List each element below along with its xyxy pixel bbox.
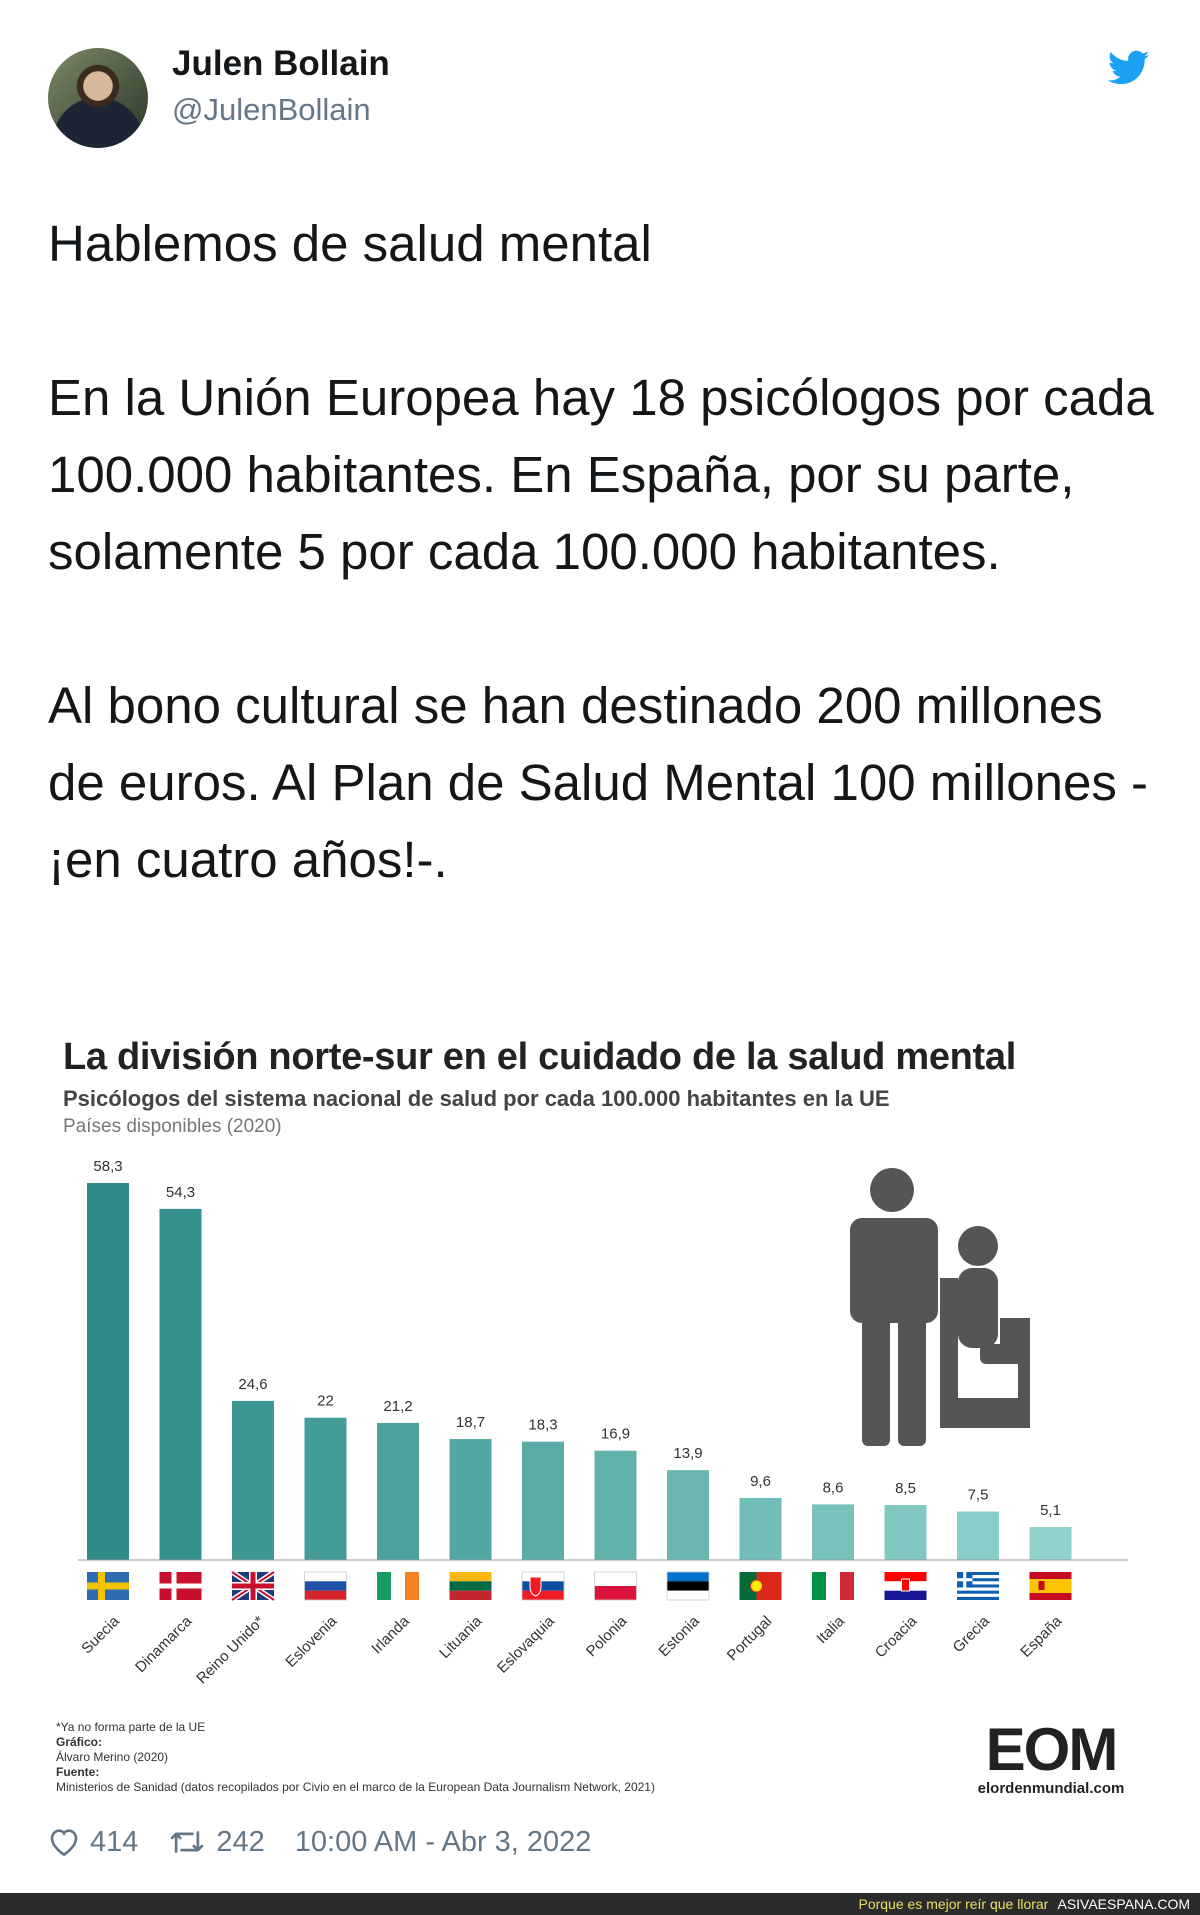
denmark-flag-icon — [159, 1572, 202, 1600]
bar-value-label: 54,3 — [166, 1184, 195, 1201]
bar-dinamarca — [159, 1208, 202, 1560]
footnote-asterisk: *Ya no forma parte de la UE — [56, 1720, 206, 1734]
bar-reino-unido- — [232, 1400, 274, 1560]
twitter-bird-icon[interactable] — [1108, 50, 1150, 86]
category-label: Portugal — [724, 1613, 776, 1665]
category-label: Eslovenia — [282, 1612, 340, 1670]
retweet-icon[interactable] — [168, 1827, 206, 1857]
category-label: Dinamarca — [132, 1612, 196, 1676]
source-value: Ministerios de Sanidad (datos recopilado… — [56, 1780, 655, 1794]
bar-irlanda — [377, 1422, 419, 1560]
bar-chart: 58,3 Suecia 54,3 Dinamarca 24,6 Reino Unido* 2… — [78, 1158, 1128, 1688]
bar-value-label: 13,9 — [673, 1445, 702, 1462]
bar-value-label: 58,3 — [93, 1158, 122, 1175]
avatar[interactable] — [48, 48, 148, 148]
tweet-actions: 414 242 10:00 AM - Abr 3, 2022 — [48, 1822, 591, 1862]
italy-flag-icon — [812, 1572, 854, 1600]
category-label: Suecia — [78, 1612, 123, 1657]
like-count: 414 — [90, 1825, 139, 1858]
chart-footnotes: *Ya no forma parte de la UE Gráfico: Álv… — [56, 1720, 856, 1795]
retweet-action[interactable]: 242 — [168, 1825, 265, 1859]
bar-lituania — [449, 1439, 492, 1560]
ireland-flag-icon — [377, 1572, 419, 1600]
bar-value-label: 8,6 — [823, 1479, 844, 1496]
eom-logo: EOM elordenmundial.com — [966, 1718, 1136, 1798]
category-label: España — [1017, 1612, 1065, 1660]
eom-logo-text: EOM — [985, 1716, 1119, 1783]
chart-subtitle: Psicólogos del sistema nacional de salud… — [63, 1086, 890, 1111]
slovenia-flag-icon — [304, 1571, 347, 1601]
category-label: Irlanda — [368, 1612, 413, 1657]
category-label: Eslovaquia — [494, 1612, 558, 1676]
infographic-image[interactable]: La división norte-sur en el cuidado de l… — [48, 1020, 1152, 1800]
bar-eslovenia — [304, 1417, 347, 1560]
bar-value-label: 24,6 — [238, 1376, 267, 1393]
source-label: Fuente: — [56, 1765, 100, 1779]
tweet-text: Hablemos de salud mental En la Unión Eur… — [48, 205, 1158, 898]
bar-italia — [812, 1504, 854, 1560]
bar-value-label: 18,7 — [456, 1414, 485, 1431]
lithuania-flag-icon — [449, 1572, 492, 1600]
category-label: Reino Unido* — [193, 1613, 268, 1688]
category-label: Lituania — [436, 1612, 486, 1662]
chart-title: La división norte-sur en el cuidado de l… — [63, 1036, 1017, 1078]
bar-grecia — [957, 1511, 999, 1560]
tweet-paragraph-2: En la Unión Europea hay 18 psicólogos po… — [48, 369, 1154, 580]
retweet-count: 242 — [216, 1825, 265, 1858]
tweet-paragraph-3: Al bono cultural se han destinado 200 mi… — [48, 677, 1148, 888]
bar-croacia — [884, 1505, 927, 1560]
spain-flag-icon — [1029, 1572, 1072, 1600]
author-name[interactable]: Julen Bollain — [172, 44, 390, 83]
sweden-flag-icon — [87, 1572, 129, 1600]
bar-suecia — [87, 1182, 129, 1560]
tweet-paragraph-1: Hablemos de salud mental — [48, 215, 652, 272]
bar-estonia — [667, 1470, 709, 1560]
tweet-timestamp[interactable]: 10:00 AM - Abr 3, 2022 — [294, 1825, 592, 1858]
credit-label: Gráfico: — [56, 1735, 103, 1749]
bar-value-label: 21,2 — [383, 1398, 412, 1415]
bar-value-label: 9,6 — [750, 1473, 771, 1490]
eom-logo-url: elordenmundial.com — [977, 1780, 1125, 1797]
bar-value-label: 7,5 — [968, 1487, 989, 1504]
category-label: Estonia — [655, 1612, 703, 1660]
footer-site[interactable]: ASIVAESPANA.COM — [1057, 1896, 1190, 1912]
category-label: Grecia — [950, 1612, 994, 1656]
portugal-flag-icon — [739, 1572, 782, 1600]
bar-eslovaquia — [522, 1441, 564, 1560]
estonia-flag-icon — [666, 1571, 710, 1601]
bar-value-label: 8,5 — [895, 1480, 916, 1497]
bar-polonia — [594, 1450, 637, 1560]
bar-value-label: 5,1 — [1040, 1502, 1061, 1519]
psychologist-patient-icon — [850, 1168, 1030, 1446]
uk-flag-icon — [230, 1569, 276, 1603]
bar-value-label: 18,3 — [528, 1417, 557, 1434]
footer-tagline: Porque es mejor reír que llorar — [858, 1896, 1049, 1912]
bar-españa — [1029, 1527, 1072, 1560]
category-label: Polonia — [583, 1612, 631, 1660]
greece-flag-icon — [957, 1572, 999, 1600]
author-handle[interactable]: @JulenBollain — [172, 92, 371, 127]
site-footer-bar: Porque es mejor reír que llorar ASIVAESP… — [0, 1893, 1200, 1915]
bar-value-label: 22 — [317, 1393, 334, 1410]
bar-portugal — [739, 1497, 782, 1560]
credit-value: Álvaro Merino (2020) — [56, 1750, 169, 1764]
slovakia-flag-icon — [521, 1571, 565, 1601]
bar-value-label: 16,9 — [601, 1426, 630, 1443]
heart-icon[interactable] — [48, 1827, 80, 1857]
chart-note: Países disponibles (2020) — [63, 1116, 282, 1137]
category-label: Italia — [813, 1612, 848, 1647]
like-action[interactable]: 414 — [48, 1826, 138, 1859]
poland-flag-icon — [594, 1571, 637, 1601]
croatia-flag-icon — [884, 1572, 927, 1600]
category-label: Croacia — [872, 1612, 921, 1661]
